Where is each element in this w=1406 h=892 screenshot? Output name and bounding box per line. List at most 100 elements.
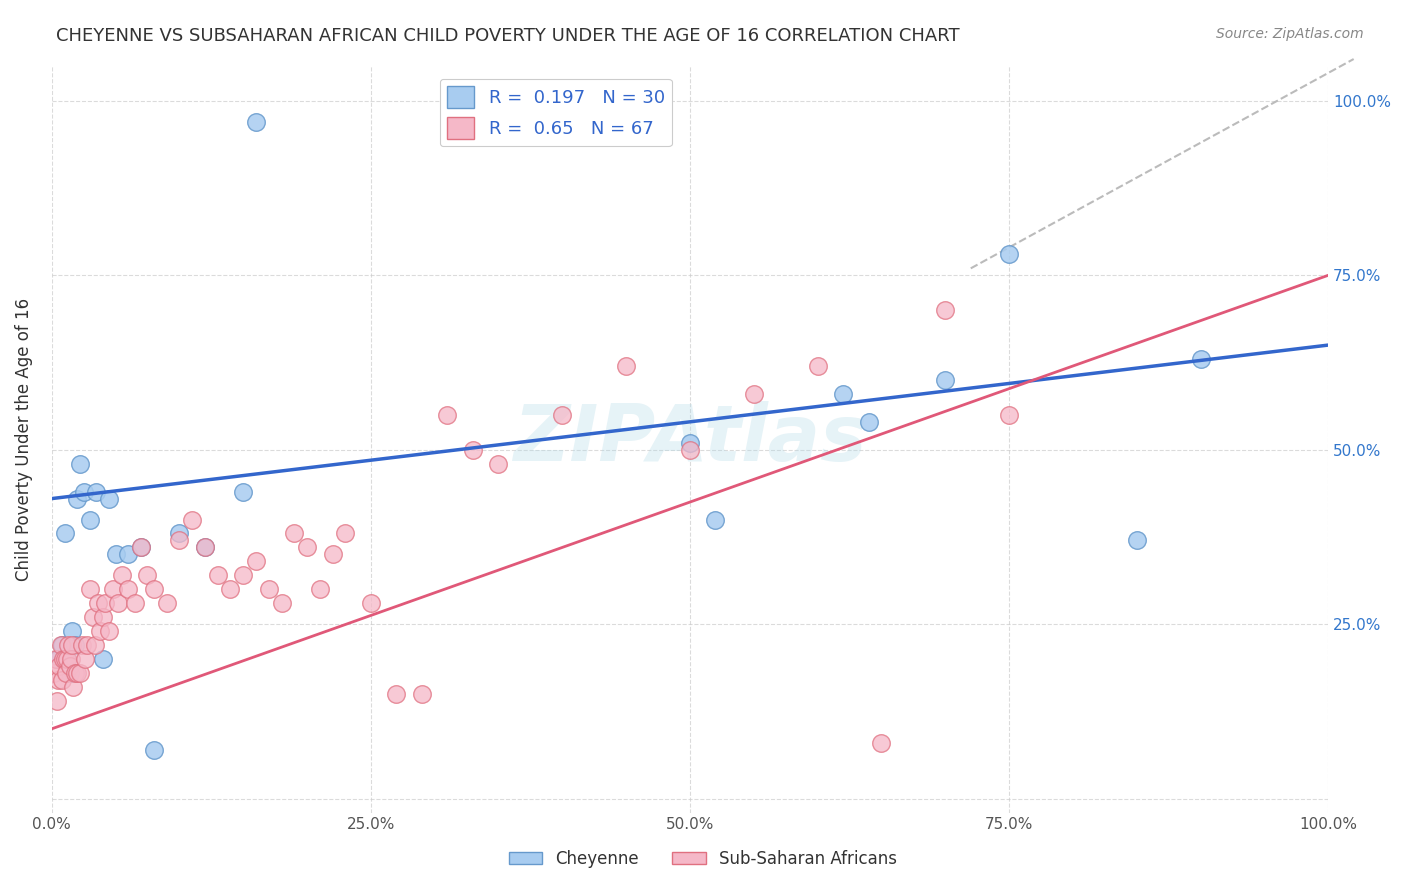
Point: [58, 638, 80, 652]
Point: [870, 736, 893, 750]
Point: [56, 652, 79, 666]
Point: [117, 548, 139, 562]
Point: [45, 652, 67, 666]
Point: [142, 743, 165, 757]
Point: [104, 548, 127, 562]
Point: [129, 541, 152, 555]
Point: [101, 582, 124, 597]
Point: [411, 687, 433, 701]
Text: CHEYENNE VS SUBSAHARAN AFRICAN CHILD POVERTY UNDER THE AGE OF 16 CORRELATION CHA: CHEYENNE VS SUBSAHARAN AFRICAN CHILD POV…: [56, 27, 960, 45]
Point: [322, 548, 344, 562]
Point: [73, 652, 96, 666]
Point: [257, 582, 280, 597]
Point: [998, 408, 1021, 422]
Point: [551, 408, 574, 422]
Point: [679, 435, 702, 450]
Point: [156, 596, 179, 610]
Point: [63, 665, 86, 680]
Point: [232, 484, 254, 499]
Point: [385, 687, 408, 701]
Point: [742, 387, 765, 401]
Point: [614, 359, 637, 373]
Point: [806, 359, 828, 373]
Point: [283, 526, 305, 541]
Point: [181, 512, 204, 526]
Text: ZIPAtlas: ZIPAtlas: [513, 401, 866, 477]
Point: [55, 665, 77, 680]
Point: [111, 568, 134, 582]
Point: [335, 526, 357, 541]
Point: [934, 373, 956, 387]
Point: [56, 652, 79, 666]
Point: [124, 596, 146, 610]
Point: [98, 491, 121, 506]
Point: [117, 582, 139, 597]
Point: [59, 659, 82, 673]
Point: [52, 652, 75, 666]
Point: [63, 638, 86, 652]
Point: [488, 457, 510, 471]
Point: [79, 512, 101, 526]
Point: [461, 442, 484, 457]
Point: [45, 694, 67, 708]
Point: [858, 415, 880, 429]
Point: [48, 659, 70, 673]
Point: [51, 638, 73, 652]
Point: [69, 665, 91, 680]
Point: [1125, 533, 1147, 548]
Point: [91, 652, 114, 666]
Point: [436, 408, 458, 422]
Point: [245, 554, 267, 568]
Point: [360, 596, 382, 610]
Point: [84, 638, 107, 652]
Text: Source: ZipAtlas.com: Source: ZipAtlas.com: [1216, 27, 1364, 41]
Point: [207, 568, 229, 582]
Legend: R =  0.197   N = 30, R =  0.65   N = 67: R = 0.197 N = 30, R = 0.65 N = 67: [440, 78, 672, 146]
Point: [51, 673, 73, 687]
Point: [94, 596, 117, 610]
Point: [679, 442, 702, 457]
Point: [59, 665, 82, 680]
Point: [129, 541, 152, 555]
Point: [169, 526, 191, 541]
Point: [704, 512, 727, 526]
Point: [86, 484, 108, 499]
Point: [76, 638, 98, 652]
Point: [66, 665, 89, 680]
Point: [59, 652, 82, 666]
Point: [62, 680, 84, 694]
Point: [89, 624, 111, 639]
Point: [91, 610, 114, 624]
Point: [1189, 352, 1212, 367]
Point: [295, 541, 318, 555]
Point: [60, 624, 83, 639]
Point: [60, 638, 83, 652]
Point: [98, 624, 121, 639]
Point: [136, 568, 159, 582]
Point: [69, 457, 91, 471]
Point: [73, 484, 96, 499]
Point: [107, 596, 129, 610]
Point: [82, 610, 104, 624]
Point: [46, 673, 69, 687]
Point: [934, 303, 956, 318]
Point: [142, 582, 165, 597]
Point: [194, 541, 217, 555]
Point: [46, 652, 69, 666]
Point: [49, 638, 72, 652]
Y-axis label: Child Poverty Under the Age of 16: Child Poverty Under the Age of 16: [15, 298, 32, 581]
Point: [270, 596, 292, 610]
Point: [53, 652, 76, 666]
Point: [86, 596, 108, 610]
Point: [72, 638, 94, 652]
Point: [245, 115, 267, 129]
Point: [66, 491, 89, 506]
Point: [53, 526, 76, 541]
Point: [44, 665, 66, 680]
Point: [998, 247, 1021, 261]
Point: [219, 582, 242, 597]
Point: [79, 582, 101, 597]
Point: [194, 541, 217, 555]
Point: [169, 533, 191, 548]
Point: [832, 387, 855, 401]
